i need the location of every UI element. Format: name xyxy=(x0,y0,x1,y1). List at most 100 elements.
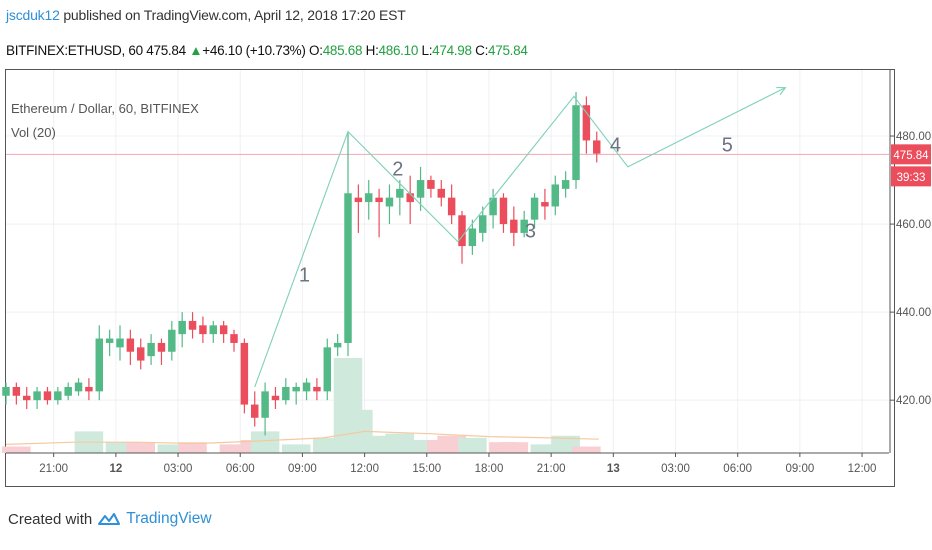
candle[interactable] xyxy=(168,320,176,361)
wave-arrowhead xyxy=(776,87,787,96)
candle-body xyxy=(126,338,135,352)
candle-body xyxy=(489,197,497,216)
tradingview-brand-link[interactable]: TradingView xyxy=(126,510,212,527)
volume-bar xyxy=(250,431,280,453)
candle-body xyxy=(365,193,373,203)
candle[interactable] xyxy=(593,131,601,163)
candle[interactable] xyxy=(323,338,332,401)
candle[interactable] xyxy=(344,131,352,357)
volume-bar xyxy=(281,444,311,453)
candle-body xyxy=(54,391,62,401)
close-label: C: xyxy=(475,43,489,58)
candle-body xyxy=(333,342,342,348)
candle-body xyxy=(479,215,487,233)
candle[interactable] xyxy=(2,382,10,405)
candle[interactable] xyxy=(333,334,342,357)
candle-body xyxy=(43,391,52,401)
candle[interactable] xyxy=(54,386,62,405)
legend-volume: Vol (20) xyxy=(11,125,56,140)
candle[interactable] xyxy=(22,386,31,409)
candle-body xyxy=(240,342,249,405)
wave-label: 3 xyxy=(525,220,536,242)
candle[interactable] xyxy=(530,193,539,229)
candle-body xyxy=(458,215,466,247)
candle[interactable] xyxy=(468,219,477,255)
candle[interactable] xyxy=(489,188,497,229)
candle[interactable] xyxy=(43,386,52,405)
candle-body xyxy=(593,140,601,154)
candle[interactable] xyxy=(74,378,83,396)
x-tick-label: 18:00 xyxy=(475,463,504,475)
candle[interactable] xyxy=(510,206,518,247)
candle[interactable] xyxy=(147,334,155,365)
candle[interactable] xyxy=(116,325,124,361)
candle[interactable] xyxy=(354,184,363,233)
y-tick-label: 420.00 xyxy=(896,395,931,407)
candle[interactable] xyxy=(188,312,197,339)
candle[interactable] xyxy=(261,382,269,436)
candle[interactable] xyxy=(292,382,300,405)
candle[interactable] xyxy=(95,325,104,401)
candle[interactable] xyxy=(157,338,166,365)
candle[interactable] xyxy=(375,188,383,238)
candle[interactable] xyxy=(85,378,93,401)
candle[interactable] xyxy=(271,386,280,409)
candle[interactable] xyxy=(126,329,135,365)
symbol-label: BITFINEX:ETHUSD, 60 xyxy=(6,43,143,58)
candle-body xyxy=(510,219,518,233)
candle[interactable] xyxy=(406,175,414,225)
candle-body xyxy=(344,193,352,343)
x-tick-label: 09:00 xyxy=(288,463,317,475)
candle[interactable] xyxy=(209,320,218,343)
legend-title: Ethereum / Dollar, 60, BITFINEX xyxy=(11,101,199,116)
candle-body xyxy=(12,386,21,396)
candle[interactable] xyxy=(582,96,591,154)
candle[interactable] xyxy=(385,184,394,225)
candle[interactable] xyxy=(302,378,311,401)
candle[interactable] xyxy=(541,188,549,220)
candle[interactable] xyxy=(64,382,72,401)
open-label: O: xyxy=(309,43,323,58)
candle[interactable] xyxy=(33,386,41,409)
candle[interactable] xyxy=(396,180,404,216)
candle[interactable] xyxy=(365,180,373,220)
candle[interactable] xyxy=(105,329,114,357)
candle[interactable] xyxy=(427,175,435,198)
candle-body xyxy=(33,391,41,401)
candle[interactable] xyxy=(136,338,145,370)
candle-body xyxy=(520,219,528,233)
candle[interactable] xyxy=(313,378,321,401)
author-link[interactable]: jscduk12 xyxy=(6,7,60,23)
candle[interactable] xyxy=(282,378,290,405)
candle-body xyxy=(447,197,456,216)
candle[interactable] xyxy=(447,184,456,225)
candle-body xyxy=(261,391,269,418)
candle[interactable] xyxy=(230,329,238,352)
candle[interactable] xyxy=(240,338,249,414)
candle[interactable] xyxy=(499,193,508,233)
candle[interactable] xyxy=(199,316,207,343)
candle[interactable] xyxy=(479,206,487,242)
candle-body xyxy=(251,404,259,418)
candle[interactable] xyxy=(251,391,259,427)
candle-body xyxy=(64,386,72,396)
candle[interactable] xyxy=(219,320,228,343)
candle[interactable] xyxy=(520,210,528,238)
candle-body xyxy=(323,347,332,392)
high-label: H: xyxy=(365,43,379,58)
candle-body xyxy=(385,197,394,207)
candle[interactable] xyxy=(178,312,186,348)
volume-bar xyxy=(157,444,187,453)
candle[interactable] xyxy=(12,382,21,405)
candle[interactable] xyxy=(437,180,446,207)
candle-body xyxy=(406,193,414,203)
candle-body xyxy=(354,197,363,203)
candle[interactable] xyxy=(561,171,570,198)
candle[interactable] xyxy=(551,175,560,216)
candle-body xyxy=(136,347,145,361)
candle[interactable] xyxy=(572,92,580,189)
candle-body xyxy=(74,382,83,392)
candle-body xyxy=(396,188,404,198)
volume-bar xyxy=(530,444,560,453)
